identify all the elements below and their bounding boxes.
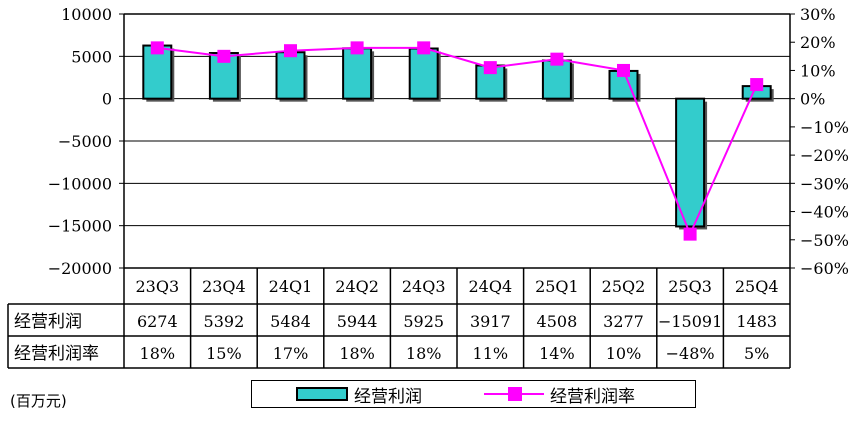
- bar-value-label: 1483: [736, 312, 777, 331]
- left-tick-label: 5000: [71, 47, 112, 66]
- legend-item-line: 经营利润率: [484, 381, 635, 407]
- bar-value-label: 5392: [204, 312, 245, 331]
- bar-value-label: 3277: [603, 312, 644, 331]
- right-tick-label: −20%: [800, 146, 849, 165]
- line-marker: [350, 41, 364, 55]
- line-marker: [284, 44, 297, 58]
- legend-swatch-bar: [296, 387, 348, 401]
- right-tick-label: 30%: [800, 5, 836, 24]
- legend-label-line: 经营利润率: [550, 386, 635, 407]
- line-value-label: 15%: [206, 344, 242, 363]
- line-marker: [150, 41, 164, 55]
- line-value-label: 11%: [473, 344, 509, 363]
- right-tick-label: 0%: [800, 90, 825, 109]
- bar: [541, 59, 572, 100]
- line-value-label: 14%: [539, 344, 575, 363]
- category-label: 25Q2: [602, 277, 646, 296]
- category-label: 24Q2: [335, 277, 379, 296]
- category-label: 23Q3: [135, 277, 179, 296]
- category-label: 23Q4: [202, 277, 246, 296]
- bar-value-label: 3917: [470, 312, 511, 331]
- line-marker: [483, 61, 497, 75]
- legend-label-bar: 经营利润: [354, 386, 422, 407]
- bar-value-label: 4508: [537, 312, 578, 331]
- right-tick-label: −60%: [800, 259, 849, 278]
- line-value-label: 18%: [339, 344, 375, 363]
- data-table: 23Q3 23Q4 24Q1 24Q2 24Q3 24Q4 25Q1 25Q2 25Q3 25Q4…: [7, 267, 791, 369]
- category-label: 24Q1: [269, 277, 313, 296]
- right-tick-label: −10%: [800, 118, 849, 137]
- line-value-label: 5%: [744, 344, 769, 363]
- line-value-label: 18%: [140, 344, 176, 363]
- right-tick-label: −50%: [800, 231, 849, 250]
- left-tick-label: −15000: [48, 217, 112, 236]
- line-value-label: 10%: [606, 344, 642, 363]
- line-marker: [550, 52, 564, 66]
- left-tick-label: 0: [102, 90, 112, 109]
- line-value-label: −48%: [666, 344, 715, 363]
- bar-series: [142, 44, 774, 230]
- left-tick-label: −5000: [58, 132, 112, 151]
- unit-label: (百万元): [10, 392, 67, 410]
- line-marker: [217, 49, 231, 63]
- category-label: 25Q4: [735, 277, 779, 296]
- bar-value-label: 5484: [270, 312, 311, 331]
- bar: [342, 47, 373, 100]
- left-tick-label: −20000: [48, 259, 112, 278]
- row-label-bar: 经营利润: [14, 312, 82, 332]
- bar: [675, 97, 706, 228]
- axes: 10000 5000 0 −5000 −10000 −15000 −20000 30% 20% 1…: [48, 5, 849, 278]
- right-tick-label: 20%: [800, 33, 836, 52]
- right-tick-label: −30%: [800, 174, 849, 193]
- bar-value-label: 5925: [403, 312, 444, 331]
- line-marker: [750, 78, 764, 92]
- bar: [275, 51, 306, 100]
- line-value-label: 18%: [406, 344, 442, 363]
- line-value-label: 17%: [273, 344, 309, 363]
- line-marker: [617, 63, 630, 77]
- row-label-line: 经营利润率: [14, 344, 99, 364]
- bar-value-label: −15091: [658, 312, 722, 331]
- left-tick-label: 10000: [61, 5, 112, 24]
- legend-item-bar: 经营利润: [296, 381, 422, 407]
- line-marker: [417, 41, 431, 55]
- line-series: [150, 41, 764, 241]
- category-label: 25Q1: [535, 277, 579, 296]
- bar-value-label: 6274: [137, 312, 178, 331]
- line-path: [157, 46, 758, 237]
- right-tick-label: −40%: [800, 203, 849, 222]
- category-label: 25Q3: [668, 277, 712, 296]
- right-tick-label: 10%: [800, 61, 836, 80]
- bar: [408, 47, 439, 100]
- category-label: 24Q3: [402, 277, 446, 296]
- left-tick-label: −10000: [48, 174, 112, 193]
- line-marker: [683, 227, 697, 241]
- legend-swatch-line: [484, 387, 544, 401]
- legend: 经营利润 经营利润率: [251, 380, 696, 408]
- category-label: 24Q4: [468, 277, 512, 296]
- bar-value-label: 5944: [337, 312, 378, 331]
- chart: 10000 5000 0 −5000 −10000 −15000 −20000 30% 20% 1…: [7, 5, 849, 369]
